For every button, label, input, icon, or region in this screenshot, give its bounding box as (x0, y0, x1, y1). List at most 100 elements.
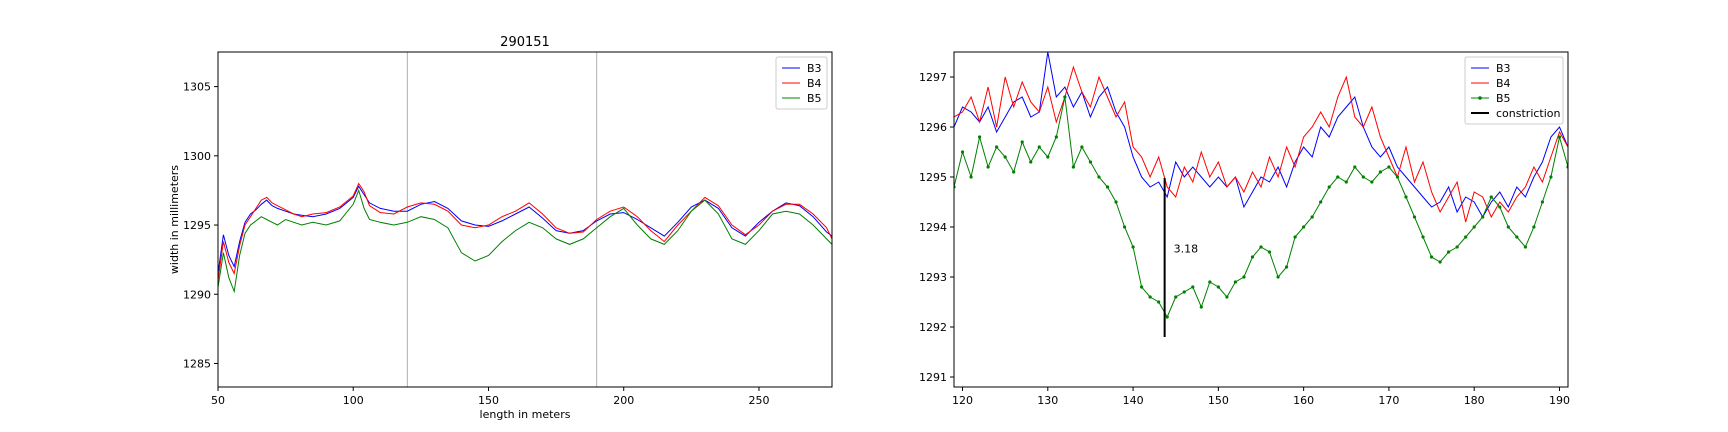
data-point-B5 (1122, 225, 1127, 229)
x-tick-label: 130 (1037, 394, 1058, 407)
data-point-B5 (1216, 285, 1220, 289)
data-point-B5 (1361, 175, 1365, 179)
data-point-B5 (1140, 285, 1144, 289)
data-point-B5 (1020, 140, 1024, 144)
data-point-B5 (1284, 265, 1289, 269)
data-point-B5 (1097, 175, 1101, 179)
y-tick-label: 1300 (183, 150, 211, 163)
data-point-B5 (960, 150, 965, 154)
y-tick-label: 1290 (183, 288, 211, 301)
data-point-B5 (1387, 165, 1391, 169)
data-point-B5 (1131, 245, 1135, 249)
legend-label-B4: B4 (1496, 77, 1511, 90)
data-point-B5 (1310, 215, 1314, 219)
x-tick-label: 160 (1293, 394, 1314, 407)
data-point-B5 (1353, 165, 1357, 169)
series-line-B4 (218, 182, 832, 281)
data-point-B5 (1429, 255, 1434, 259)
data-point-B5 (1344, 180, 1348, 184)
y-tick-label: 1296 (919, 121, 947, 134)
data-point-B5 (1412, 215, 1417, 219)
x-tick-label: 150 (1208, 394, 1229, 407)
data-point-B5 (1327, 185, 1331, 189)
y-tick-label: 1291 (919, 371, 947, 384)
x-tick-label: 140 (1123, 394, 1144, 407)
data-point-B5 (1029, 160, 1033, 164)
data-point-B5 (1071, 165, 1075, 169)
data-point-B5 (977, 135, 982, 139)
data-point-B5 (1080, 145, 1084, 149)
y-axis-label: width in millimeters (168, 165, 181, 274)
chart-2: 3.18 120 130 140 150 160 170 180 190 1291 1292 1293… (919, 51, 1570, 407)
data-point-B5 (1302, 225, 1306, 229)
data-point-B5 (1003, 155, 1007, 159)
data-point-B5 (1293, 235, 1297, 239)
data-point-B5 (1046, 155, 1050, 159)
y-tick-label: 1292 (919, 321, 947, 334)
legend-label-B3: B3 (1496, 62, 1511, 75)
data-point-B5 (1421, 235, 1425, 239)
data-point-B5 (1157, 300, 1161, 304)
x-tick-label: 200 (613, 394, 634, 407)
legend-marker-B5 (1478, 96, 1482, 100)
data-point-B5 (1370, 180, 1374, 184)
x-tick-label: 180 (1464, 394, 1485, 407)
series-group (954, 52, 1568, 319)
legend-label-B5: B5 (1496, 92, 1511, 105)
data-point-B5 (1105, 185, 1110, 189)
legend-box (1464, 56, 1564, 125)
legend-label-B5: B5 (807, 92, 822, 105)
data-point-B5 (1233, 280, 1238, 284)
data-point-B5 (1447, 250, 1451, 254)
series-line-B5 (218, 188, 832, 294)
data-point-B5 (1515, 235, 1519, 239)
data-point-B5 (1472, 225, 1476, 229)
data-point-B5 (1063, 95, 1067, 99)
data-point-B5 (1540, 200, 1545, 204)
data-point-B5 (1174, 295, 1178, 299)
chart-1: 50 100 150 200 250 1285 1290 1295 1300 1305 290151… (168, 35, 833, 421)
data-point-B5 (1395, 175, 1400, 179)
data-point-B5 (995, 145, 999, 149)
data-point-B5 (1438, 260, 1442, 264)
legend: B3 B4 B5 constriction (1464, 56, 1564, 125)
series-line-B5 (954, 96, 1568, 319)
series-line-B4 (954, 65, 1568, 223)
chart-title: 290151 (500, 35, 550, 50)
data-point-B5 (1549, 175, 1553, 179)
data-point-B5 (1336, 175, 1340, 179)
series-line-B3 (218, 185, 832, 274)
data-point-B5 (1242, 275, 1246, 279)
data-point-B5 (1523, 245, 1527, 249)
data-point-B5 (1114, 200, 1118, 204)
legend-box (775, 56, 828, 110)
legend-label-B3: B3 (807, 62, 822, 75)
data-point-B5 (1498, 205, 1502, 209)
x-tick-label: 190 (1549, 394, 1570, 407)
data-point-B5 (1148, 295, 1152, 299)
data-point-B5 (1259, 245, 1263, 249)
y-tick-label: 1294 (919, 221, 947, 234)
legend-label-constriction: constriction (1496, 107, 1561, 120)
plot-frame (217, 51, 833, 388)
y-tick-label: 1295 (183, 219, 211, 232)
x-tick-label: 50 (211, 394, 225, 407)
data-point-B5 (986, 165, 990, 169)
y-tick-label: 1293 (919, 271, 947, 284)
data-point-B5 (1464, 235, 1468, 239)
data-point-B5 (1225, 295, 1229, 299)
data-point-B5 (1404, 195, 1408, 199)
x-tick-label: 170 (1378, 394, 1399, 407)
data-point-B5 (1506, 225, 1510, 229)
x-tick-label: 120 (952, 394, 973, 407)
data-point-B5 (1267, 250, 1272, 254)
x-tick-label: 100 (343, 394, 364, 407)
plot-frame (953, 51, 1569, 388)
data-point-B5 (1165, 315, 1169, 319)
constriction-label: 3.18 (1174, 243, 1199, 256)
data-point-B5 (1208, 280, 1212, 284)
series-line-B3 (954, 52, 1568, 219)
series-group (218, 182, 832, 294)
data-point-B5 (1088, 160, 1093, 164)
